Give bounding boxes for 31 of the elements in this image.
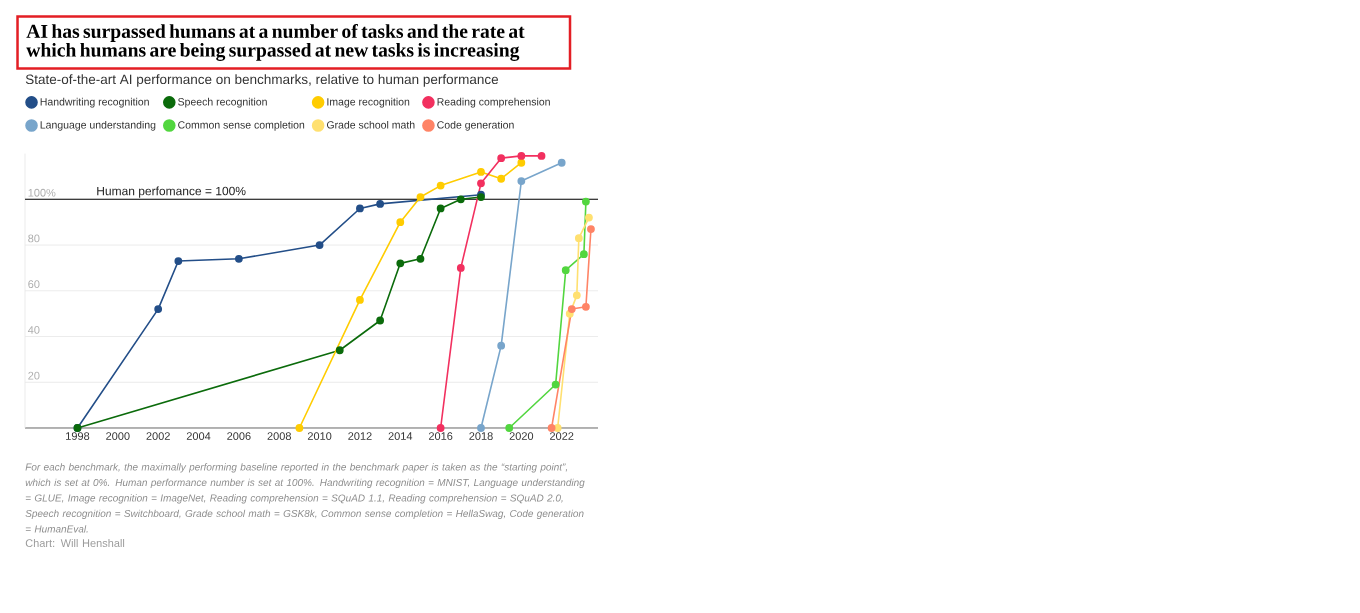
- y-tick-label: 60: [28, 280, 40, 289]
- legend-label: Language understanding: [40, 120, 156, 131]
- legend-label: Grade school math: [326, 120, 415, 129]
- x-tick-label: 2018: [469, 432, 493, 440]
- chart-title: AI has surpassed humans at a number of tasks and the rate at which humans are being surpassed at new tasks is increasing: [26, 23, 525, 61]
- x-tick-label: 2014: [388, 432, 413, 440]
- x-tick-label: 2004: [186, 432, 211, 440]
- legend-label: Speech recognition: [178, 97, 267, 108]
- legend-label: Image recognition: [327, 97, 410, 108]
- x-tick-label: 2012: [348, 432, 372, 440]
- legend-label: Code generation: [437, 120, 514, 131]
- x-tick-label: 2020: [509, 432, 534, 440]
- x-tick-label: 2016: [428, 432, 453, 440]
- legend-label: Reading comprehension: [437, 97, 550, 108]
- y-tick-label: 100%: [28, 188, 56, 197]
- text: Chart: Will Henshall: [25, 538, 125, 548]
- ref-line-label: Human perfomance = 100%: [97, 186, 246, 198]
- text: For each benchmark, the maximally performing baseline reported in the benchmark paper is taken as the “starting point”, which is set at 0%. Human performance number is set at 100%. Handwriting recognition = MNIST, Language understanding = GLUE, Image recognition = ImageNet, Reading comprehension = SQuAD 1.1, Reading comprehension = SQuAD 2.0, Speech recognition = Switchboard, Grade school math = GSK8k, Common sense completion = HellaSwag, Code generation = HumanEval.: [25, 463, 585, 533]
- y-tick-label: 40: [27, 326, 40, 334]
- x-tick-label: 2000: [106, 432, 130, 440]
- x-tick-label: 2008: [267, 432, 291, 440]
- x-tick-label: 2002: [146, 432, 170, 440]
- x-tick-label: 2010: [307, 432, 332, 440]
- x-tick-label: 1998: [66, 432, 90, 440]
- legend-label: Handwriting recognition: [40, 97, 149, 108]
- x-tick-label: 2022: [550, 432, 574, 440]
- y-tick-label: 20: [28, 371, 40, 380]
- chart-subtitle: State-of-the-art AI performance on benchmarks, relative to human performance: [25, 74, 499, 87]
- legend-label: Common sense completion: [178, 120, 305, 131]
- y-tick-label: 80: [28, 234, 40, 243]
- x-tick-label: 2006: [227, 432, 251, 440]
